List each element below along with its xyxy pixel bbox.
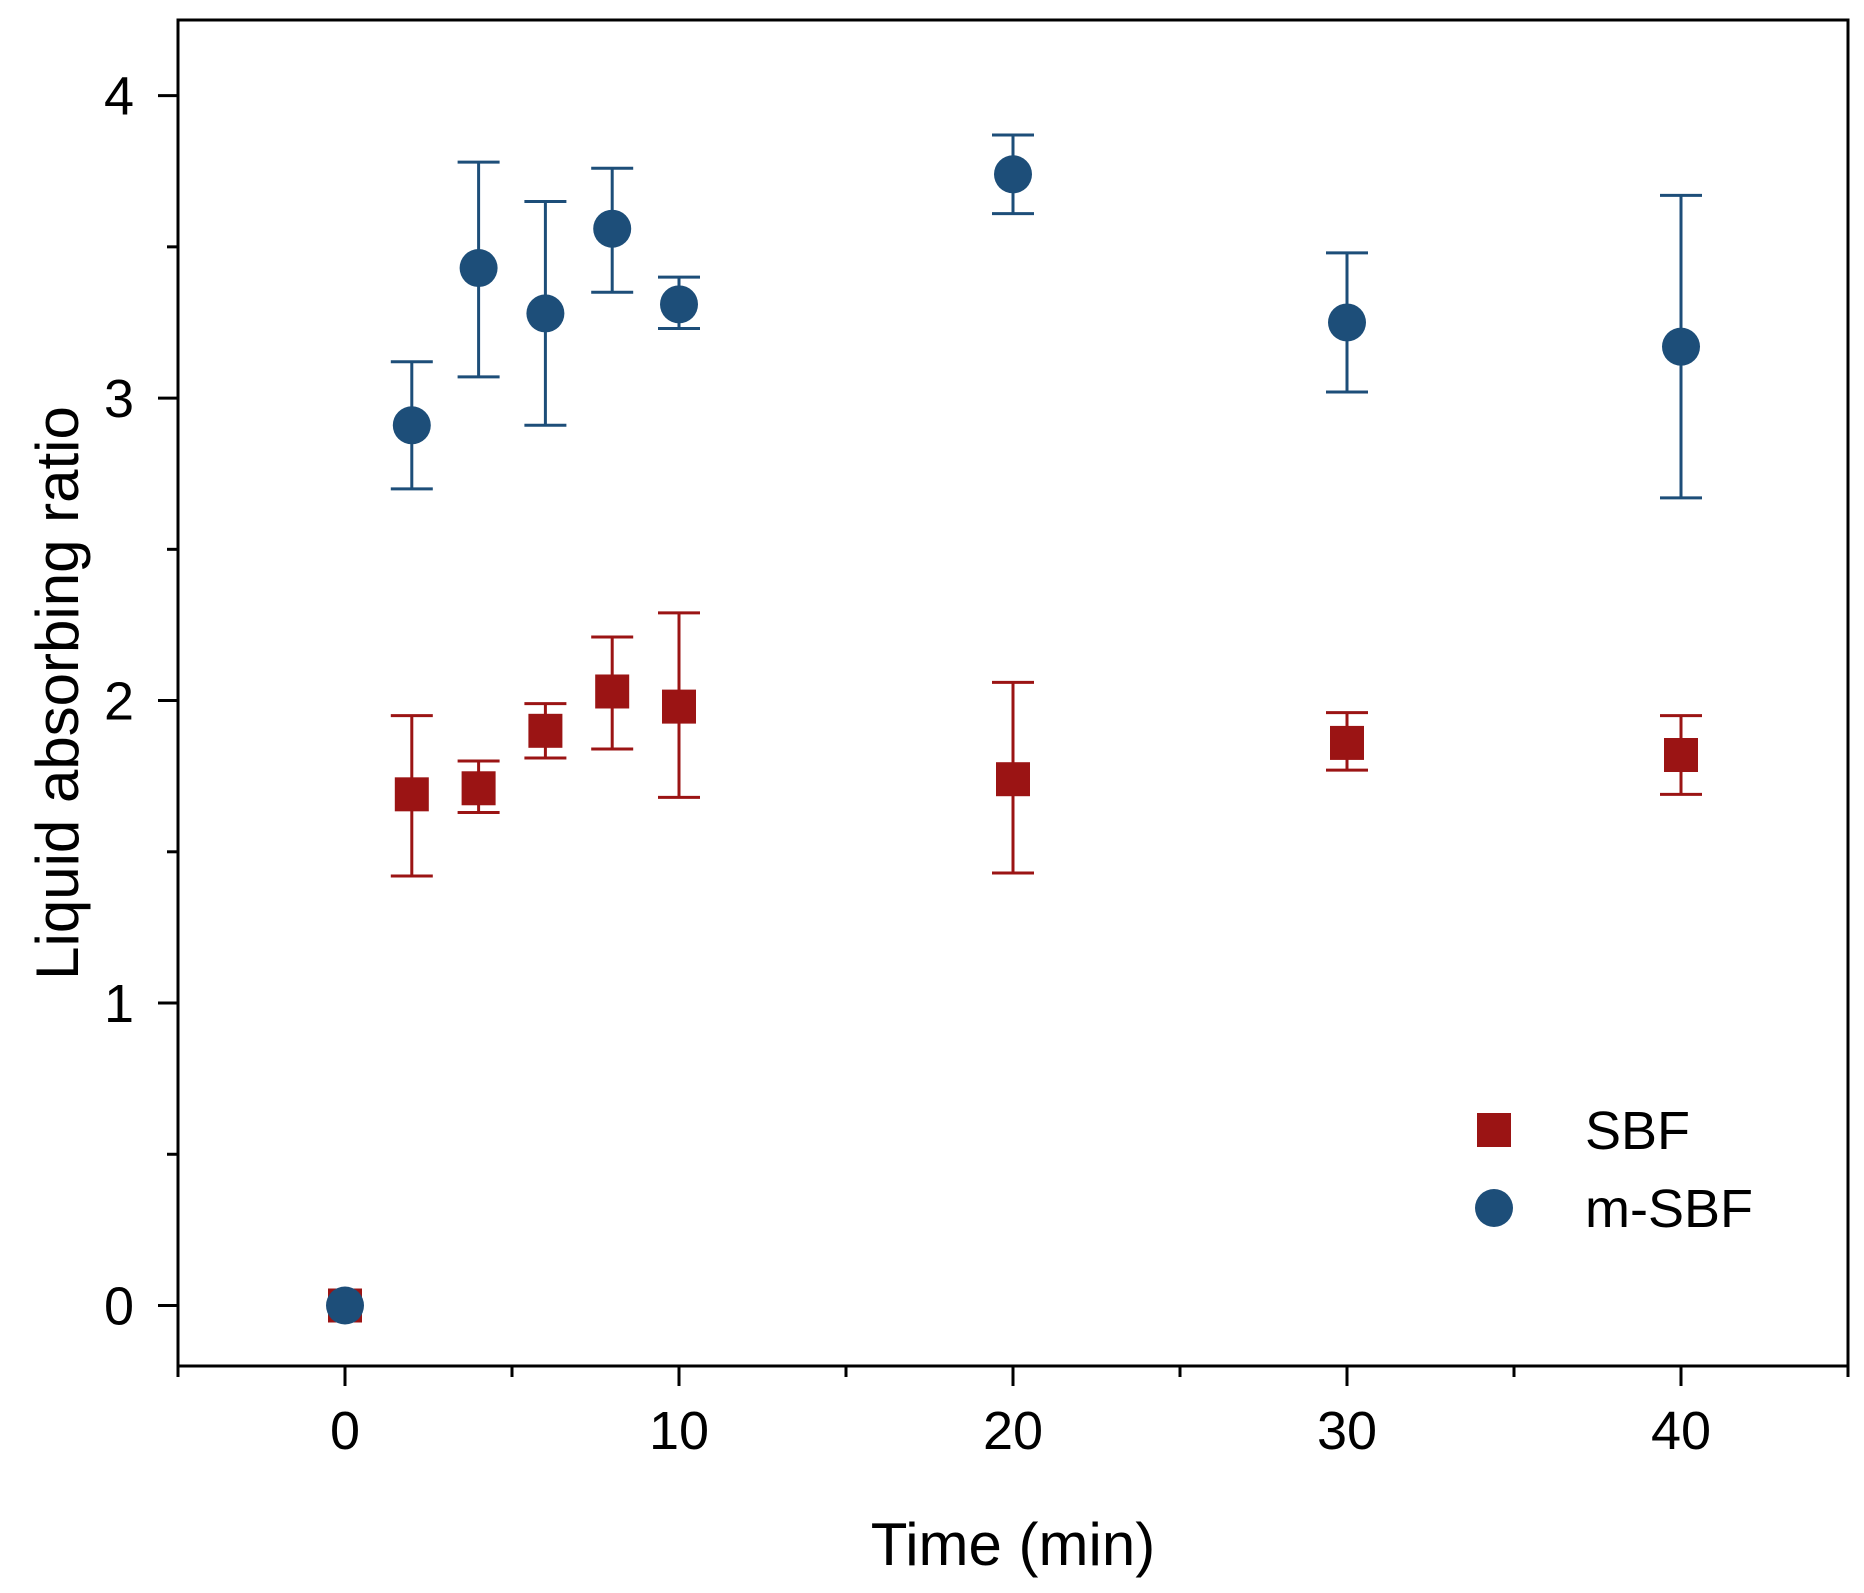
y-tick-label: 4 [104,67,134,127]
m-sbf-point [593,209,632,248]
m-sbf-point [1662,327,1700,366]
m-sbf-point [459,249,498,288]
legend: SBF m-SBF [1475,1101,1753,1239]
y-tick-label: 2 [104,672,134,732]
sbf-point [394,777,429,812]
y-axis-title: Liquid absorbing ratio [24,406,91,980]
m-sbf-point [326,1286,364,1325]
x-tick-label: 40 [1651,1401,1711,1461]
m-sbf-point [1328,303,1366,342]
sbf-point [461,771,496,806]
data-markers [326,155,1700,1325]
sbf-point [1330,725,1364,760]
x-axis-title: Time (min) [871,1511,1155,1578]
sbf-point [595,674,630,709]
legend-marker-sbf [1477,1113,1511,1147]
sbf-point [1664,738,1698,773]
x-tick-label: 10 [649,1401,709,1461]
legend-label-sbf: SBF [1585,1101,1690,1161]
tick-labels: 0 10 20 30 40 0 1 2 3 4 [104,67,1711,1461]
m-sbf-point [660,285,698,324]
x-tick-label: 0 [330,1401,360,1461]
m-sbf-point [526,294,565,333]
y-tick-label: 3 [104,369,134,429]
x-tick-label: 20 [983,1401,1043,1461]
sbf-point [662,689,696,724]
m-sbf-point [994,155,1032,194]
legend-label-m-sbf: m-SBF [1585,1179,1753,1239]
m-sbf-point [392,406,431,445]
sbf-point [996,762,1030,797]
sbf-point [528,713,563,748]
x-tick-label: 30 [1317,1401,1377,1461]
axis-ticks [158,94,1850,1386]
legend-marker-m-sbf [1475,1189,1513,1227]
y-tick-label: 0 [104,1277,134,1337]
y-tick-label: 1 [104,974,134,1034]
